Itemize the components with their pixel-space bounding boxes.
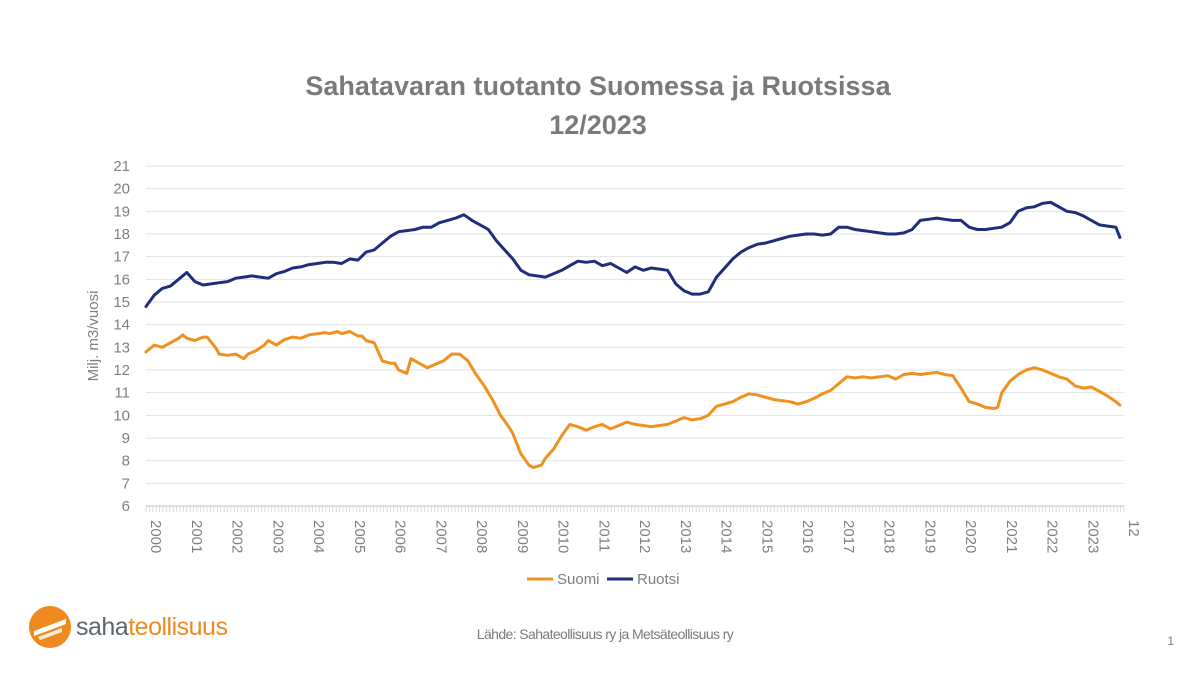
logo-icon — [29, 606, 71, 648]
x-tick-label: 2008 — [473, 520, 490, 553]
y-tick-label: 6 — [122, 498, 130, 515]
x-tick-label: 2015 — [758, 520, 775, 553]
y-tick-label: 21 — [113, 158, 130, 175]
x-tick-label: 2022 — [1044, 520, 1061, 553]
x-tick-label: 2020 — [962, 520, 979, 553]
y-tick-label: 17 — [113, 249, 130, 266]
y-tick-label: 16 — [113, 271, 130, 288]
x-tick-label: 2021 — [1003, 520, 1020, 553]
x-tick-label: 2012 — [636, 520, 653, 553]
y-tick-label: 9 — [122, 430, 130, 447]
x-tick-label: 2004 — [310, 520, 327, 553]
y-tick-label: 11 — [114, 385, 130, 402]
series-group — [144, 200, 1122, 469]
legend-label-suomi: Suomi — [557, 571, 600, 588]
y-tick-label: 8 — [122, 453, 130, 470]
sahateollisuus-logo: sahateollisuus — [28, 604, 228, 650]
y-tick-label: 13 — [113, 339, 130, 356]
y-tick-label: 12 — [113, 362, 130, 379]
x-tick-label: 2017 — [840, 520, 857, 553]
source-note: Lähde: Sahateollisuus ry ja Metsäteollis… — [476, 626, 734, 642]
y-tick-label: 14 — [113, 317, 130, 334]
x-tick-label: 2007 — [432, 520, 449, 553]
y-tick-label: 18 — [113, 226, 130, 243]
legend: Suomi Ruotsi — [527, 571, 680, 588]
page-number: 1 — [1167, 634, 1174, 648]
y-tick-label: 10 — [113, 407, 130, 424]
x-tick-label: 2006 — [392, 520, 409, 553]
legend-label-ruotsi: Ruotsi — [637, 571, 680, 588]
gridlines — [145, 165, 1125, 512]
x-tick-label: 2023 — [1084, 520, 1101, 553]
x-tick-label: 2016 — [799, 520, 816, 553]
x-tick-label: 2014 — [718, 520, 735, 553]
x-tick-label: 2002 — [229, 520, 246, 553]
y-tick-label: 20 — [113, 181, 130, 198]
series-line-ruotsi — [144, 200, 1122, 308]
x-tick-label: 2001 — [188, 520, 205, 553]
x-tick-label: 2019 — [921, 520, 938, 553]
logo-text-saha: saha — [76, 612, 129, 641]
y-tick-label: 19 — [113, 203, 130, 220]
y-tick-label: 15 — [113, 294, 130, 311]
x-tick-label: 2005 — [351, 520, 368, 553]
x-tick-label: 2009 — [514, 520, 531, 553]
chart-title-line2: 12/2023 — [549, 110, 647, 140]
x-tick-label: 2000 — [147, 520, 164, 553]
x-tick-label: 2003 — [269, 520, 286, 553]
series-line-suomi — [144, 330, 1122, 469]
y-axis-title: Milj. m3/vuosi — [85, 291, 102, 382]
x-axis-ticks: 2000 2001 2002 2003 2004 2005 2006 2007 2008 2009… — [147, 520, 1142, 553]
chart-title-line1: Sahatavaran tuotanto Suomessa ja Ruotsis… — [305, 71, 891, 101]
x-tick-label: 2018 — [881, 520, 898, 553]
y-tick-label: 7 — [122, 475, 130, 492]
x-tick-label: 2011 — [595, 520, 612, 552]
y-axis-ticks: 6 7 8 9 10 11 12 13 14 15 16 17 18 19 20 21 — [113, 158, 130, 515]
x-tick-label: 2013 — [677, 520, 694, 553]
x-tick-label: 12 — [1125, 520, 1142, 537]
logo-text-teollisuus: teollisuus — [128, 612, 228, 641]
x-tick-label: 2010 — [555, 520, 572, 553]
